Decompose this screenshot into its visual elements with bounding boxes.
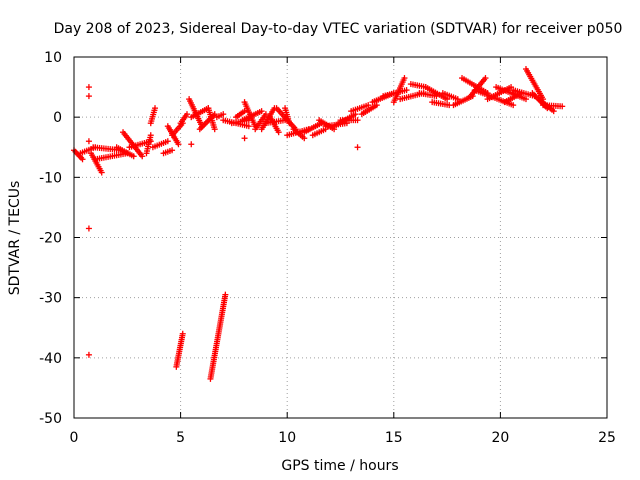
data-point bbox=[301, 135, 308, 142]
data-point bbox=[508, 84, 515, 91]
data-point bbox=[354, 117, 361, 124]
series-segment bbox=[233, 108, 248, 121]
data-point bbox=[139, 153, 146, 160]
data-point bbox=[152, 105, 159, 112]
data-point bbox=[262, 111, 269, 118]
data-point bbox=[147, 132, 154, 139]
data-point bbox=[286, 120, 293, 127]
data-point bbox=[365, 102, 372, 109]
data-point bbox=[550, 108, 557, 115]
data-point bbox=[85, 351, 92, 358]
data-point bbox=[169, 147, 176, 154]
y-tick-label: 0 bbox=[53, 110, 62, 126]
series-segment bbox=[348, 102, 372, 115]
data-point bbox=[98, 169, 105, 176]
x-tick-label: 20 bbox=[491, 430, 509, 446]
series-segment bbox=[205, 105, 218, 133]
series-segment bbox=[71, 147, 86, 163]
series-segment bbox=[267, 114, 282, 136]
series-segment bbox=[252, 111, 269, 133]
data-point bbox=[85, 84, 92, 91]
data-point bbox=[85, 93, 92, 100]
data-point bbox=[188, 141, 195, 148]
series-segment bbox=[358, 102, 380, 118]
series-segment bbox=[239, 108, 265, 124]
data-point bbox=[354, 144, 361, 151]
sdtvar-series bbox=[71, 66, 566, 176]
data-point bbox=[222, 291, 229, 298]
data-point bbox=[130, 153, 137, 160]
data-point bbox=[258, 108, 265, 115]
tail-segment bbox=[207, 291, 229, 382]
series-segment bbox=[290, 126, 308, 142]
data-point bbox=[79, 156, 86, 163]
y-tick-label: 10 bbox=[44, 50, 62, 66]
series-segment bbox=[177, 111, 190, 127]
series-segment bbox=[337, 117, 361, 124]
series-segment bbox=[213, 111, 227, 121]
data-point bbox=[220, 111, 227, 118]
data-point bbox=[175, 141, 182, 148]
x-tick-label: 25 bbox=[598, 430, 616, 446]
data-point bbox=[275, 129, 282, 136]
series-segment bbox=[540, 102, 566, 110]
data-point bbox=[179, 330, 186, 337]
data-point bbox=[245, 123, 252, 130]
y-tick-label: -40 bbox=[39, 351, 62, 367]
series-segment bbox=[149, 138, 171, 151]
series-segment bbox=[143, 132, 154, 157]
x-axis-label: GPS time / hours bbox=[281, 458, 398, 474]
data-point bbox=[211, 126, 218, 133]
data-point bbox=[85, 225, 92, 232]
x-tick-label: 15 bbox=[385, 430, 403, 446]
series-segment bbox=[113, 144, 137, 160]
ticks-layer: 0 5 10 15 20 25 10 0 -10 -20 -30 -40 -50 bbox=[39, 50, 616, 446]
series-segment bbox=[439, 90, 461, 103]
series-segment bbox=[429, 99, 453, 109]
data-point bbox=[85, 138, 92, 145]
data-point bbox=[183, 111, 190, 118]
x-tick-label: 5 bbox=[176, 430, 185, 446]
series-segment bbox=[160, 147, 176, 157]
series-segment bbox=[92, 150, 131, 163]
series-segment bbox=[309, 126, 329, 139]
data-point bbox=[559, 103, 566, 110]
data-point bbox=[522, 96, 529, 103]
y-tick-label: -10 bbox=[39, 170, 62, 186]
series-segment bbox=[422, 84, 451, 103]
data-point bbox=[241, 135, 248, 142]
data-point bbox=[401, 75, 408, 82]
data-point bbox=[403, 87, 410, 94]
series-segment bbox=[241, 99, 259, 130]
tail-segment bbox=[173, 330, 186, 370]
x-tick-label: 10 bbox=[278, 430, 296, 446]
x-tick-label: 0 bbox=[70, 430, 79, 446]
y-axis-label: SDTVAR / TECUs bbox=[7, 181, 23, 296]
outlier-points bbox=[85, 84, 361, 358]
series-segment bbox=[77, 144, 99, 157]
data-point bbox=[241, 108, 248, 115]
low-value-tails bbox=[173, 291, 229, 382]
y-tick-label: -50 bbox=[39, 411, 62, 427]
y-tick-label: -20 bbox=[39, 231, 62, 247]
series-segment bbox=[120, 129, 146, 160]
data-point bbox=[510, 102, 517, 109]
y-tick-label: -30 bbox=[39, 291, 62, 307]
points-layer bbox=[71, 66, 566, 382]
series-segment bbox=[390, 75, 408, 106]
chart-title: Day 208 of 2023, Sidereal Day-to-day VTE… bbox=[54, 21, 623, 37]
series-segment bbox=[282, 105, 293, 127]
data-point bbox=[482, 75, 489, 82]
series-segment bbox=[147, 105, 159, 127]
data-point bbox=[164, 138, 171, 145]
